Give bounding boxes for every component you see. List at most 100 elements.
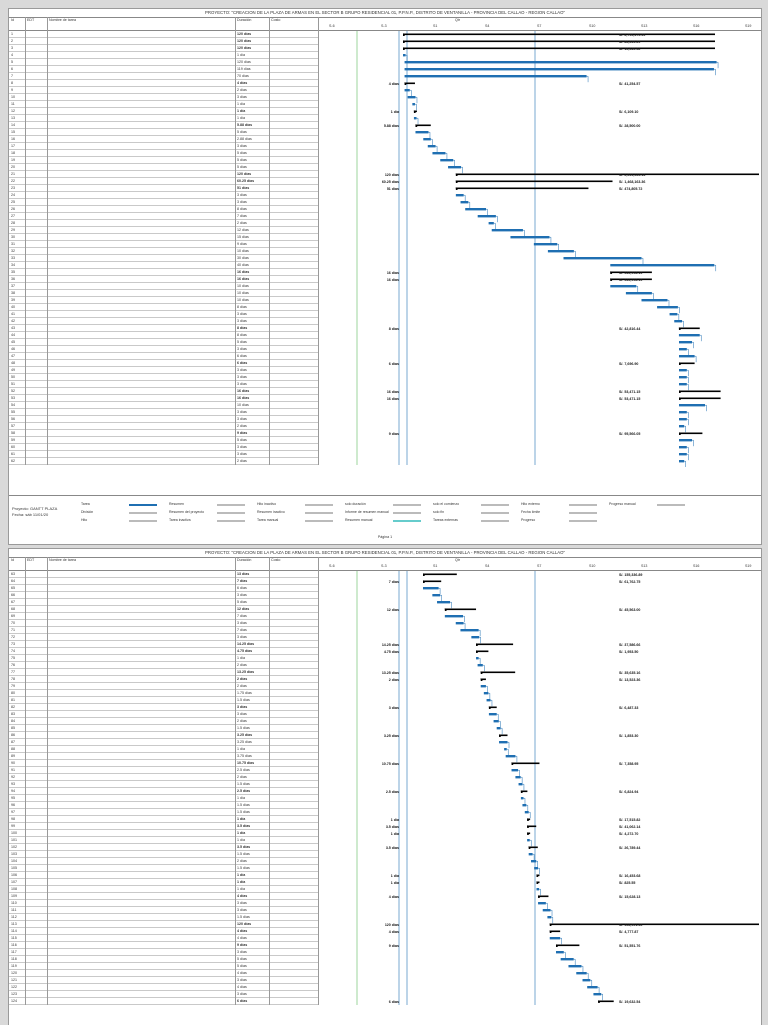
table-row[interactable]: 99 3.5 días xyxy=(9,823,319,830)
table-row[interactable]: 120 4 días xyxy=(9,970,319,977)
table-row[interactable]: 4 1 día xyxy=(9,52,319,59)
table-row[interactable]: 33 30 días xyxy=(9,255,319,262)
table-row[interactable]: 71 7 días xyxy=(9,627,319,634)
table-row[interactable]: 100 1 día xyxy=(9,830,319,837)
table-row[interactable]: 35 16 días xyxy=(9,269,319,276)
table-row[interactable]: 55 3 días xyxy=(9,409,319,416)
table-row[interactable]: 24 3 días xyxy=(9,192,319,199)
table-row[interactable]: 44 8 días xyxy=(9,332,319,339)
table-row[interactable]: 53 16 días xyxy=(9,395,319,402)
table-row[interactable]: 48 6 días xyxy=(9,360,319,367)
table-row[interactable]: 118 5 días xyxy=(9,956,319,963)
table-row[interactable]: 63 13 días xyxy=(9,571,319,578)
table-row[interactable]: 25 3 días xyxy=(9,199,319,206)
table-row[interactable]: 36 16 días xyxy=(9,276,319,283)
table-row[interactable]: 73 14.25 días xyxy=(9,641,319,648)
table-row[interactable]: 38 10 días xyxy=(9,290,319,297)
table-row[interactable]: 107 1 día xyxy=(9,879,319,886)
table-row[interactable]: 74 4.75 días xyxy=(9,648,319,655)
table-row[interactable]: 67 5 días xyxy=(9,599,319,606)
table-row[interactable]: 11 1 día xyxy=(9,101,319,108)
table-row[interactable]: 19 5 días xyxy=(9,157,319,164)
table-row[interactable]: 68 12 días xyxy=(9,606,319,613)
table-row[interactable]: 97 1.5 días xyxy=(9,809,319,816)
table-row[interactable]: 50 3 días xyxy=(9,374,319,381)
table-row[interactable]: 122 4 días xyxy=(9,984,319,991)
table-row[interactable]: 31 9 días xyxy=(9,241,319,248)
table-row[interactable]: 29 12 días xyxy=(9,227,319,234)
table-row[interactable]: 119 5 días xyxy=(9,963,319,970)
table-row[interactable]: 96 1.5 días xyxy=(9,802,319,809)
table-row[interactable]: 98 1 día xyxy=(9,816,319,823)
table-row[interactable]: 52 16 días xyxy=(9,388,319,395)
table-row[interactable]: 112 1.5 días xyxy=(9,914,319,921)
table-row[interactable]: 40 8 días xyxy=(9,304,319,311)
table-row[interactable]: 87 3.25 días xyxy=(9,739,319,746)
table-row[interactable]: 17 3 días xyxy=(9,143,319,150)
table-row[interactable]: 18 5 días xyxy=(9,150,319,157)
table-row[interactable]: 79 2 días xyxy=(9,683,319,690)
table-row[interactable]: 114 4 días xyxy=(9,928,319,935)
table-row[interactable]: 106 1 día xyxy=(9,872,319,879)
table-row[interactable]: 20 5 días xyxy=(9,164,319,171)
table-row[interactable]: 85 1.5 días xyxy=(9,725,319,732)
table-row[interactable]: 56 3 días xyxy=(9,416,319,423)
table-row[interactable]: 57 2 días xyxy=(9,423,319,430)
table-row[interactable]: 77 13.25 días xyxy=(9,669,319,676)
table-row[interactable]: 84 2 días xyxy=(9,718,319,725)
table-row[interactable]: 3 120 días xyxy=(9,45,319,52)
table-row[interactable]: 54 10 días xyxy=(9,402,319,409)
table-row[interactable]: 102 3.5 días xyxy=(9,844,319,851)
table-row[interactable]: 23 51 días xyxy=(9,185,319,192)
table-row[interactable]: 86 3.25 días xyxy=(9,732,319,739)
table-row[interactable]: 103 1.5 días xyxy=(9,851,319,858)
table-row[interactable]: 14 5.88 días xyxy=(9,122,319,129)
table-row[interactable]: 80 1.75 días xyxy=(9,690,319,697)
table-row[interactable]: 105 1.5 días xyxy=(9,865,319,872)
table-row[interactable]: 41 3 días xyxy=(9,311,319,318)
table-row[interactable]: 101 1 día xyxy=(9,837,319,844)
table-row[interactable]: 9 2 días xyxy=(9,87,319,94)
table-row[interactable]: 59 5 días xyxy=(9,437,319,444)
table-row[interactable]: 81 1.5 días xyxy=(9,697,319,704)
table-row[interactable]: 66 3 días xyxy=(9,592,319,599)
table-row[interactable]: 37 10 días xyxy=(9,283,319,290)
table-row[interactable]: 32 10 días xyxy=(9,248,319,255)
table-row[interactable]: 60 3 días xyxy=(9,444,319,451)
table-row[interactable]: 46 3 días xyxy=(9,346,319,353)
table-row[interactable]: 65 6 días xyxy=(9,585,319,592)
table-row[interactable]: 61 3 días xyxy=(9,451,319,458)
table-row[interactable]: 121 3 días xyxy=(9,977,319,984)
table-row[interactable]: 45 5 días xyxy=(9,339,319,346)
table-row[interactable]: 95 1 día xyxy=(9,795,319,802)
table-row[interactable]: 16 2.88 días xyxy=(9,136,319,143)
table-row[interactable]: 22 60.25 días xyxy=(9,178,319,185)
table-row[interactable]: 75 1 día xyxy=(9,655,319,662)
table-row[interactable]: 113 120 días xyxy=(9,921,319,928)
table-row[interactable]: 94 2.5 días xyxy=(9,788,319,795)
table-row[interactable]: 116 9 días xyxy=(9,942,319,949)
table-row[interactable]: 49 3 días xyxy=(9,367,319,374)
table-row[interactable]: 91 2.5 días xyxy=(9,767,319,774)
table-row[interactable]: 15 5 días xyxy=(9,129,319,136)
table-row[interactable]: 93 1.5 días xyxy=(9,781,319,788)
table-row[interactable]: 1 120 días xyxy=(9,31,319,38)
table-row[interactable]: 89 3.75 días xyxy=(9,753,319,760)
table-row[interactable]: 28 2 días xyxy=(9,220,319,227)
table-row[interactable]: 104 2 días xyxy=(9,858,319,865)
table-row[interactable]: 51 3 días xyxy=(9,381,319,388)
table-row[interactable]: 110 3 días xyxy=(9,900,319,907)
table-row[interactable]: 62 2 días xyxy=(9,458,319,465)
table-row[interactable]: 2 120 días xyxy=(9,38,319,45)
table-row[interactable]: 47 6 días xyxy=(9,353,319,360)
table-row[interactable]: 27 7 días xyxy=(9,213,319,220)
table-row[interactable]: 124 6 días xyxy=(9,998,319,1005)
table-row[interactable]: 21 120 días xyxy=(9,171,319,178)
table-row[interactable]: 34 40 días xyxy=(9,262,319,269)
table-row[interactable]: 12 1 día xyxy=(9,108,319,115)
table-row[interactable]: 26 8 días xyxy=(9,206,319,213)
table-row[interactable]: 115 4 días xyxy=(9,935,319,942)
table-row[interactable]: 64 7 días xyxy=(9,578,319,585)
table-row[interactable]: 42 3 días xyxy=(9,318,319,325)
table-row[interactable]: 7 70 días xyxy=(9,73,319,80)
